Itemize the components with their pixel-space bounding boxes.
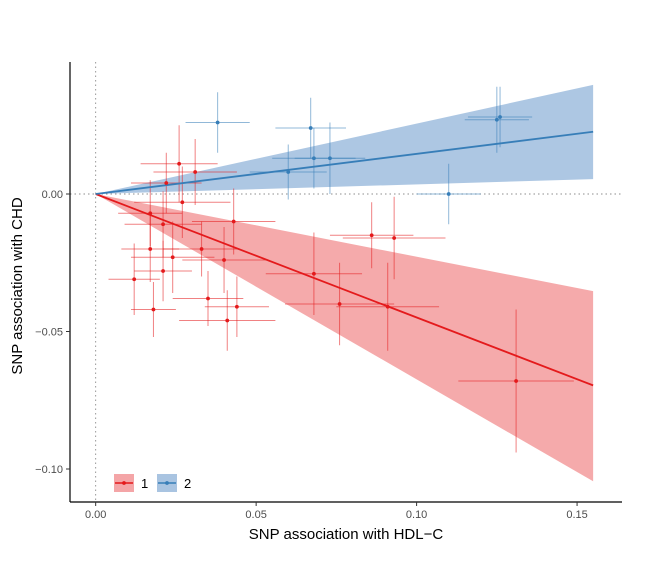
y-tick-label-1: −0.05	[35, 327, 63, 339]
point-series-1-21	[392, 236, 397, 240]
axes: 0.00 0.05 0.10 0.15 0.00 −0.05 −0.10	[35, 62, 622, 521]
point-series-1-12	[206, 296, 210, 301]
point-series-2-1	[286, 170, 291, 174]
y-tick-label-2: −0.10	[35, 464, 63, 476]
point-series-1-20	[385, 304, 390, 309]
point-series-2-0	[215, 120, 220, 125]
point-series-2-3	[312, 156, 316, 161]
point-series-1-17	[312, 271, 316, 276]
point-series-1-8	[177, 161, 182, 166]
point-series-1-13	[222, 258, 226, 262]
point-series-1-18	[337, 302, 342, 306]
fit-lines	[95, 130, 594, 387]
point-series-2-6	[494, 117, 499, 122]
legend-key-point-1	[122, 481, 126, 485]
reference-lines	[70, 62, 622, 502]
point-series-1-1	[148, 211, 153, 216]
y-tick-label-0: 0.00	[42, 189, 63, 201]
point-series-1-7	[170, 255, 175, 260]
legend-label-2: 2	[184, 476, 191, 491]
point-series-1-19	[369, 233, 374, 238]
legend-key-point-2	[165, 481, 169, 485]
point-series-2-5	[446, 192, 451, 196]
legend-label-1: 1	[141, 476, 148, 491]
y-axis-title: SNP association with CHD	[9, 197, 26, 374]
point-series-1-11	[199, 247, 204, 251]
confidence-band-series-2	[95, 84, 594, 194]
point-series-2-2	[308, 126, 313, 130]
fit-line-series-2	[95, 130, 594, 195]
point-series-1-14	[225, 318, 230, 323]
x-tick-label-1: 0.05	[245, 509, 266, 521]
x-axis-title: SNP association with HDL−C	[249, 526, 444, 543]
point-series-1-3	[151, 307, 156, 312]
confidence-band-series-1	[95, 194, 594, 482]
point-series-2-4	[328, 156, 332, 161]
point-series-1-6	[164, 181, 169, 185]
point-series-1-2	[148, 247, 153, 251]
x-tick-label-3: 0.15	[566, 509, 587, 521]
point-series-1-16	[234, 304, 239, 309]
point-series-1-10	[193, 170, 198, 174]
point-series-1-9	[180, 200, 185, 205]
point-series-1-4	[161, 222, 165, 227]
point-series-1-22	[514, 379, 518, 383]
point-series-2-7	[498, 115, 502, 119]
point-series-1-15	[231, 219, 236, 224]
point-series-1-5	[161, 269, 165, 273]
fit-line-series-1	[95, 193, 594, 387]
point-series-1-0	[132, 277, 137, 282]
x-tick-label-0: 0.00	[85, 509, 106, 521]
confidence-bands	[95, 84, 594, 482]
data-points	[132, 115, 518, 383]
x-tick-label-2: 0.10	[406, 509, 427, 521]
